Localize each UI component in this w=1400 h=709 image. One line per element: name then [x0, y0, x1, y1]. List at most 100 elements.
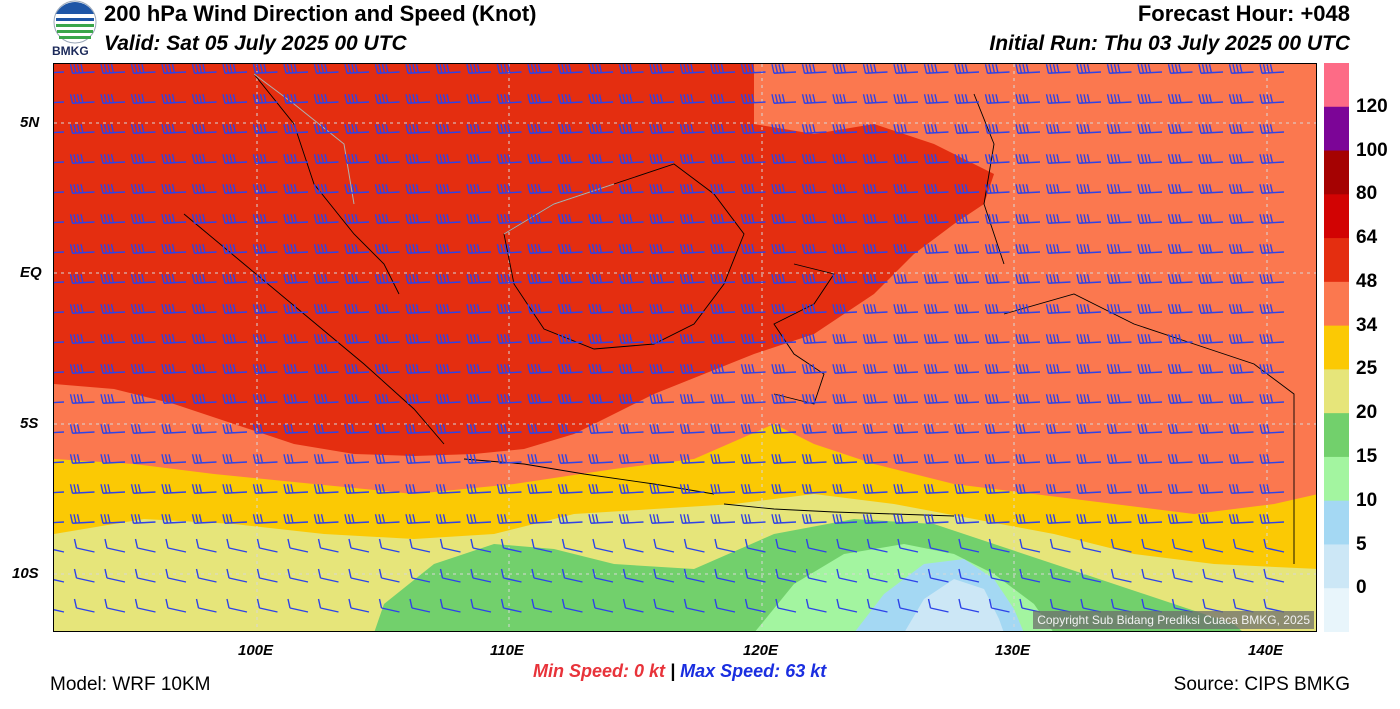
wind-barb: [405, 514, 431, 524]
wind-barb: [100, 94, 126, 104]
wind-barb: [1076, 64, 1102, 74]
wind-barb: [1045, 214, 1071, 224]
wind-barb: [1171, 538, 1193, 553]
wind-barb: [744, 538, 766, 553]
wind-barb: [801, 274, 827, 284]
colorbar-label: 20: [1356, 402, 1378, 424]
wind-barb: [1137, 454, 1163, 464]
wind-barb: [588, 214, 614, 224]
wind-barb: [100, 244, 126, 254]
wind-barb: [832, 394, 858, 404]
wind-barb: [496, 124, 522, 134]
wind-barb: [1259, 424, 1285, 434]
wind-barb: [104, 568, 126, 583]
wind-barb: [1228, 184, 1254, 194]
wind-barb: [1259, 214, 1285, 224]
wind-barb: [378, 538, 400, 553]
wind-barb: [130, 124, 156, 134]
wind-barb: [984, 214, 1010, 224]
wind-barb: [100, 364, 126, 374]
wind-barb: [527, 514, 553, 524]
wind-barb: [1232, 538, 1254, 553]
wind-barb: [618, 274, 644, 284]
wind-barb: [954, 304, 980, 314]
wind-barb: [801, 364, 827, 374]
wind-barb: [1019, 568, 1041, 583]
wind-barb: [954, 274, 980, 284]
wind-barb: [1259, 94, 1285, 104]
wind-barb: [984, 274, 1010, 284]
wind-barb: [1137, 424, 1163, 434]
wind-barb: [313, 364, 339, 374]
wind-barb: [740, 214, 766, 224]
wind-barb: [191, 274, 217, 284]
bmkg-logo: BMKG: [50, 0, 100, 60]
wind-barb: [1167, 424, 1193, 434]
wind-barb: [69, 304, 95, 314]
wind-barb: [618, 184, 644, 194]
wind-barb: [893, 214, 919, 224]
wind-barb: [832, 124, 858, 134]
wind-barb: [500, 538, 522, 553]
wind-barb: [832, 274, 858, 284]
wind-barb: [1015, 244, 1041, 254]
colorbar-swatches: [1324, 63, 1349, 633]
wind-barb: [496, 424, 522, 434]
wind-barb: [405, 334, 431, 344]
wind-barb: [313, 64, 339, 74]
wind-barb: [1045, 484, 1071, 494]
speed-summary: Min Speed: 0 kt | Max Speed: 63 kt: [533, 661, 826, 682]
wind-barb: [683, 538, 705, 553]
wind-barb: [435, 64, 461, 74]
wind-barb: [618, 394, 644, 404]
colorbar-label: 100: [1356, 139, 1388, 161]
colorbar-swatch: [1324, 150, 1349, 195]
wind-barb: [862, 64, 888, 74]
wind-barb: [313, 394, 339, 404]
wind-barb: [771, 424, 797, 434]
wind-barb: [435, 364, 461, 374]
wind-barb: [710, 484, 736, 494]
wind-barb: [405, 424, 431, 434]
wind-barb: [191, 214, 217, 224]
wind-barb: [557, 394, 583, 404]
wind-barb: [466, 484, 492, 494]
wind-barb: [313, 214, 339, 224]
wind-barb: [771, 244, 797, 254]
wind-barb: [679, 124, 705, 134]
wind-barb: [470, 568, 492, 583]
wind-barb: [283, 454, 309, 464]
wind-barb: [988, 538, 1010, 553]
wind-speed-field: [54, 64, 1316, 631]
wind-map[interactable]: Copyright Sub Bidang Prediksi Cuaca BMKG…: [53, 63, 1317, 632]
wind-barb: [252, 64, 278, 74]
wind-barb: [679, 64, 705, 74]
wind-barb: [1106, 274, 1132, 284]
wind-barb: [191, 94, 217, 104]
wind-barb: [69, 184, 95, 194]
wind-barb: [618, 334, 644, 344]
wind-barb: [649, 244, 675, 254]
wind-barb: [893, 184, 919, 194]
wind-barb: [714, 538, 736, 553]
wind-barb: [69, 364, 95, 374]
wind-barb: [191, 514, 217, 524]
wind-barb: [496, 154, 522, 164]
wind-barb: [344, 364, 370, 374]
colorbar-swatch: [1324, 544, 1349, 589]
wind-barb: [679, 364, 705, 374]
wind-barb: [557, 484, 583, 494]
wind-barb: [862, 454, 888, 464]
wind-barb: [649, 394, 675, 404]
wind-barb: [679, 214, 705, 224]
wind-barb: [374, 484, 400, 494]
wind-barb: [283, 424, 309, 434]
wind-barb: [496, 394, 522, 404]
wind-barb: [984, 514, 1010, 524]
wind-barb: [1080, 568, 1102, 583]
wind-barb: [1167, 484, 1193, 494]
wind-barb: [1106, 154, 1132, 164]
wind-barb: [496, 64, 522, 74]
wind-barb: [832, 514, 858, 524]
wind-barb: [283, 64, 309, 74]
